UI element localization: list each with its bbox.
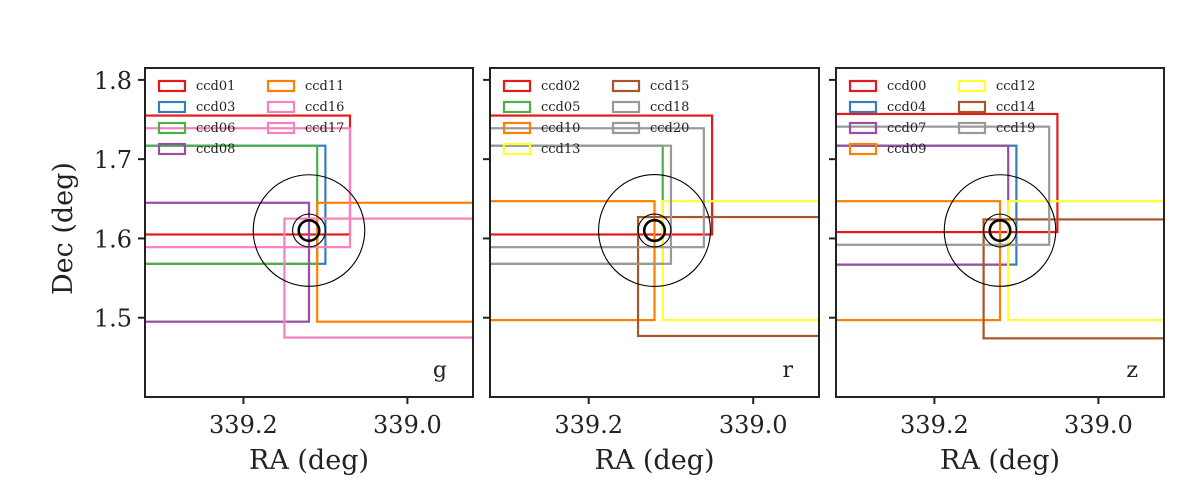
ccd-footprint-ccd13 (661, 200, 819, 322)
legend-swatch-ccd19 (957, 121, 987, 135)
legend-swatch-ccd06 (157, 121, 187, 135)
ccd-footprint-ccd20 (490, 144, 673, 265)
legend-label-ccd13: ccd13 (541, 142, 580, 157)
legend-swatch-ccd20 (611, 121, 641, 135)
band-label: z (1126, 358, 1138, 383)
panel-r: 339.2 339.0RA (deg)rccd02ccd05ccd10ccd13c… (483, 67, 820, 476)
legend-swatch-ccd17 (266, 121, 296, 135)
band-label: g (433, 358, 447, 383)
ccd-footprint-ccd15 (636, 215, 819, 338)
legend-swatch-ccd01 (157, 79, 187, 93)
x-tick-label: 339.2 (900, 411, 969, 439)
aperture-circle-0 (252, 174, 366, 287)
y-axis-label: Dec (deg) (48, 162, 79, 295)
aperture-circle-2 (297, 218, 321, 243)
y-tick-label: 1.6 (94, 225, 132, 253)
aperture-circle-1 (983, 213, 1017, 248)
legend-label-ccd00: ccd00 (887, 79, 926, 94)
legend: ccd01 ccd03 ccd06 ccd08 ccd11 ccd16 ccd17 (157, 79, 344, 157)
x-tick-label: 339.0 (1064, 411, 1133, 439)
legend: ccd00 ccd04 ccd07 ccd09 ccd12 ccd14 ccd19 (848, 79, 1035, 157)
aperture-circle-2 (642, 218, 667, 243)
ccd-footprint-ccd19 (836, 125, 1051, 246)
axes-frame (489, 67, 820, 398)
plot-area (490, 114, 819, 338)
ccd-footprint-ccd16 (145, 127, 352, 249)
legend-swatch-ccd04 (848, 100, 878, 114)
x-axis-label: RA (deg) (940, 445, 1060, 476)
ccd-footprint-ccd08 (145, 201, 311, 323)
legend: ccd02 ccd05 ccd10 ccd13 ccd15 ccd18 ccd20 (502, 79, 689, 157)
x-axis-label: RA (deg) (249, 445, 369, 476)
ccd-footprint-ccd17 (283, 217, 473, 339)
legend-swatch-ccd12 (957, 79, 987, 93)
legend-swatch-ccd02 (502, 79, 532, 93)
ccd-footprint-ccd10 (490, 200, 656, 322)
legend-label-ccd16: ccd16 (305, 100, 344, 115)
legend-swatch-ccd16 (266, 100, 296, 114)
legend-swatch-ccd18 (611, 100, 641, 114)
legend-swatch-ccd11 (266, 79, 296, 93)
legend-swatch-ccd03 (157, 100, 187, 114)
aperture-circle-2 (988, 218, 1012, 243)
legend-label-ccd17: ccd17 (305, 121, 344, 136)
x-tick-label: 339.2 (554, 411, 623, 439)
legend-swatch-ccd05 (502, 100, 532, 114)
legend-label-ccd05: ccd05 (541, 100, 580, 115)
legend-label-ccd07: ccd07 (887, 121, 926, 136)
legend-label-ccd10: ccd10 (541, 121, 580, 136)
x-tick-label: 339.2 (209, 411, 278, 439)
ccd-footprint-ccd11 (316, 201, 473, 323)
legend-swatch-ccd13 (502, 142, 532, 156)
legend-label-ccd02: ccd02 (541, 79, 580, 94)
legend-swatch-ccd15 (611, 79, 641, 93)
y-tick-label: 1.5 (94, 305, 132, 333)
legend-label-ccd18: ccd18 (650, 100, 689, 115)
legend-swatch-ccd00 (848, 79, 878, 93)
legend-swatch-ccd07 (848, 121, 878, 135)
legend-label-ccd15: ccd15 (650, 79, 689, 94)
ccd-footprint-ccd14 (982, 218, 1164, 340)
aperture-circle-1 (292, 213, 326, 248)
legend-label-ccd09: ccd09 (887, 142, 926, 157)
legend-label-ccd12: ccd12 (996, 79, 1035, 94)
x-tick-label: 339.0 (373, 411, 442, 439)
panel-g: 339.2 339.0 1.5 1.6 1.7 1.8 RA (deg) Dec (deg) g… (48, 67, 474, 476)
ccd-footprint-ccd02 (490, 114, 714, 236)
ccd-footprint-ccd12 (1007, 200, 1164, 322)
legend-swatch-ccd14 (957, 100, 987, 114)
aperture-circle-0 (598, 174, 711, 287)
aperture-circle-0 (943, 174, 1057, 287)
axes-frame (835, 67, 1165, 398)
legend-label-ccd08: ccd08 (196, 142, 235, 157)
plot-area (836, 112, 1164, 340)
legend-label-ccd03: ccd03 (196, 100, 235, 115)
legend-swatch-ccd10 (502, 121, 532, 135)
ccd-footprint-ccd07 (836, 144, 1010, 266)
legend-swatch-ccd08 (157, 142, 187, 156)
y-tick-label: 1.7 (94, 146, 132, 174)
legend-label-ccd04: ccd04 (887, 100, 926, 115)
x-tick-label: 339.0 (719, 411, 788, 439)
band-label: r (782, 358, 793, 383)
legend-label-ccd20: ccd20 (650, 121, 689, 136)
ccd-footprint-ccd00 (836, 112, 1059, 234)
legend-swatch-ccd09 (848, 142, 878, 156)
ccd-footprint-ccd09 (836, 200, 1002, 322)
legend-label-ccd11: ccd11 (305, 79, 344, 94)
legend-label-ccd01: ccd01 (196, 79, 235, 94)
x-axis-label: RA (deg) (594, 445, 714, 476)
legend-label-ccd19: ccd19 (996, 121, 1035, 136)
ccd-footprint-ccd04 (836, 144, 1018, 266)
panel-z: 339.2 339.0RA (deg)zccd00ccd04ccd07ccd09c… (829, 67, 1165, 476)
aperture-circle-1 (637, 213, 672, 248)
ccd-footprint-ccd18 (490, 127, 705, 249)
plot-area (145, 114, 473, 339)
legend-label-ccd14: ccd14 (996, 100, 1035, 115)
y-tick-label: 1.8 (94, 67, 132, 95)
axes-frame (144, 67, 474, 398)
legend-label-ccd06: ccd06 (196, 121, 235, 136)
